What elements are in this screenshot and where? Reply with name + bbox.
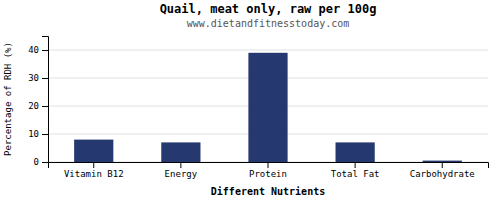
bar bbox=[336, 142, 375, 162]
tick: Protein bbox=[249, 162, 287, 179]
tick: Carbohydrate bbox=[410, 162, 475, 179]
tick-label: 30 bbox=[28, 73, 39, 83]
tick: Vitamin B12 bbox=[64, 162, 124, 179]
x-axis: Vitamin B12 Energy Protein Total Fat Carbohy… bbox=[49, 162, 489, 179]
tick-mark bbox=[42, 162, 48, 163]
tick: 0 bbox=[34, 157, 48, 167]
y-axis: 0 10 20 30 40 bbox=[28, 37, 48, 168]
tick: 10 bbox=[28, 129, 48, 139]
tick-label: 10 bbox=[28, 129, 39, 139]
chart: Vitamin B12 Energy Protein Total Fat Carbohy… bbox=[0, 0, 500, 200]
y-axis-title: Percentage of RDH (%) bbox=[3, 42, 13, 156]
plot: Vitamin B12 Energy Protein Total Fat Carbohy… bbox=[28, 37, 488, 180]
axis-line bbox=[42, 37, 49, 163]
tick-label: Energy bbox=[165, 169, 198, 179]
tick-mark bbox=[42, 106, 48, 107]
tick-mark bbox=[355, 162, 356, 168]
grid bbox=[48, 50, 488, 162]
tick-label: Vitamin B12 bbox=[64, 169, 124, 179]
tick-mark bbox=[180, 162, 181, 168]
tick-mark bbox=[42, 134, 48, 135]
tick: 20 bbox=[28, 101, 48, 111]
x-axis-title: Different Nutrients bbox=[211, 186, 325, 197]
tick-mark bbox=[442, 162, 443, 168]
tick-mark bbox=[42, 50, 48, 51]
tick: Energy bbox=[165, 162, 198, 179]
bar bbox=[74, 140, 113, 162]
grid-line bbox=[48, 50, 488, 51]
bar bbox=[248, 53, 287, 162]
bars bbox=[74, 53, 462, 162]
tick-mark bbox=[93, 162, 94, 168]
bar bbox=[423, 161, 462, 162]
tick-label: 0 bbox=[34, 157, 39, 167]
title: Quail, meat only, raw per 100g bbox=[160, 2, 377, 16]
axis-line bbox=[49, 163, 489, 169]
tick-mark bbox=[268, 162, 269, 168]
tick-label: Protein bbox=[249, 169, 287, 179]
tick: 40 bbox=[28, 45, 48, 55]
subtitle: www.dietandfitnesstoday.com bbox=[187, 18, 350, 29]
bar bbox=[161, 142, 200, 162]
tick: Total Fat bbox=[331, 162, 380, 179]
tick-label: 40 bbox=[28, 45, 39, 55]
tick-label: Carbohydrate bbox=[410, 169, 475, 179]
tick-label: 20 bbox=[28, 101, 39, 111]
tick: 30 bbox=[28, 73, 48, 83]
tick-label: Total Fat bbox=[331, 169, 380, 179]
tick-mark bbox=[42, 78, 48, 79]
